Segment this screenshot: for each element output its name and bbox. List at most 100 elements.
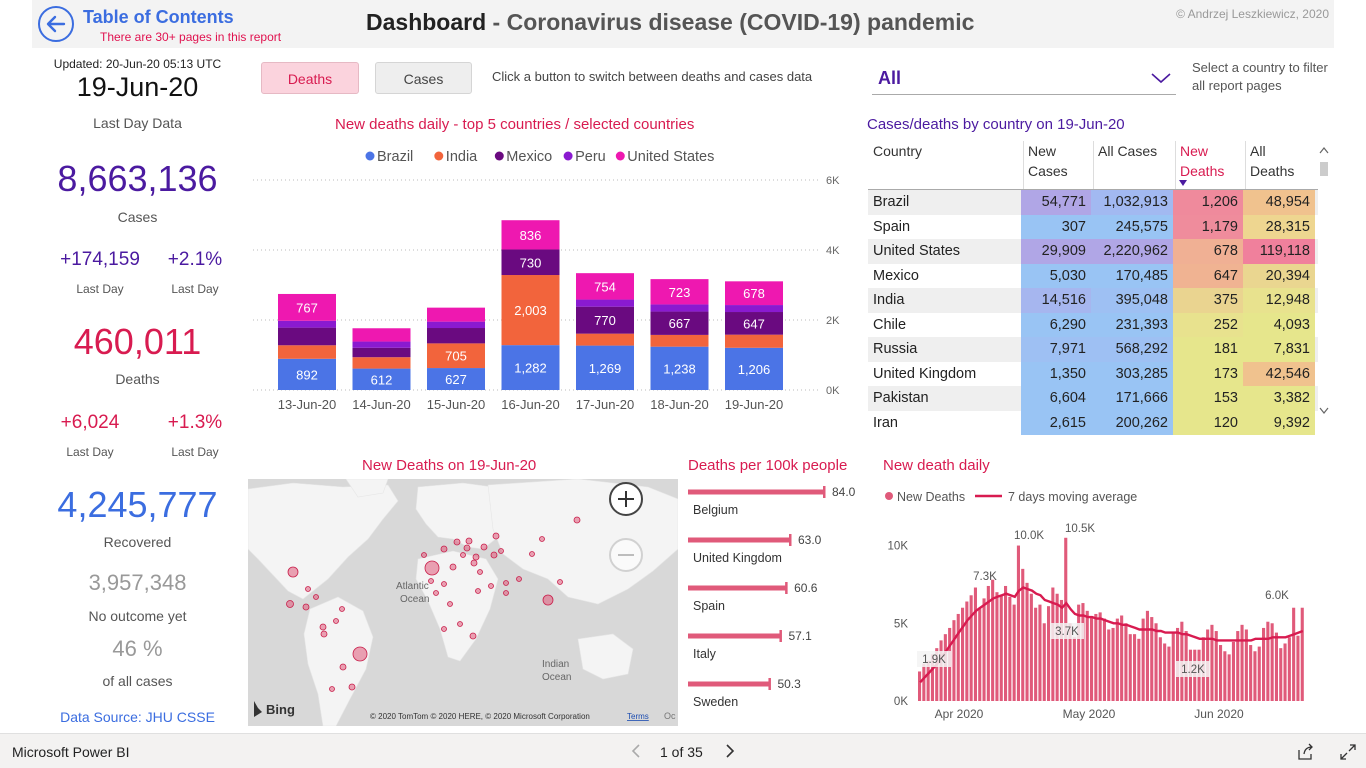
y-tick-label: 6K [826, 175, 840, 187]
share-button[interactable] [1296, 742, 1316, 762]
recovered-value: 4,245,777 [57, 484, 218, 525]
table-header: Country New Cases All Cases New Deaths All Deat… [868, 138, 1318, 190]
map-bubble [470, 559, 478, 567]
table-row[interactable]: Iran 2,615 200,262 120 9,392 [868, 410, 1318, 435]
bar-segment-brazil [501, 345, 560, 390]
map-terms-link[interactable]: Terms [627, 712, 649, 721]
map-bubble [352, 646, 368, 662]
map-bubble [424, 560, 440, 576]
map-bubble [498, 548, 504, 554]
copyright-text: © Andrzej Leszkiewicz, 2020 [1176, 7, 1329, 21]
total-cases-label: Cases [117, 209, 158, 225]
x-tick-label: 19-Jun-20 [725, 397, 784, 412]
table-cell-country: India [873, 292, 905, 308]
world-map[interactable]: Atlantic Ocean Indian Ocean Bing © 2020 … [248, 479, 678, 726]
map-zoom-out-button[interactable] [609, 538, 643, 572]
x-tick-label: 13-Jun-20 [278, 397, 337, 412]
map-title: New Deaths on 19-Jun-20 [362, 457, 537, 474]
table-scroll-thumb[interactable] [1320, 162, 1328, 176]
y-tick-label: 4K [826, 245, 840, 257]
bar-data-label: 836 [520, 228, 542, 243]
y-tick-label: 2K [826, 315, 840, 327]
chevron-right-icon [726, 744, 735, 758]
toc-link[interactable]: Table of Contents [83, 7, 234, 27]
daily-bar [973, 587, 977, 701]
deaths-toggle-button[interactable]: Deaths [261, 62, 359, 94]
table-cell-country: United Kingdom [873, 365, 977, 382]
column-header-new-cases[interactable]: New Cases [1023, 141, 1091, 189]
map-bubble [319, 623, 327, 631]
table-row[interactable]: United States 29,909 2,220,962 678 119,118 [868, 239, 1318, 264]
bar-segment-india [278, 345, 336, 359]
table-cell-all-deaths: 7,831 [1243, 337, 1315, 362]
daily-bar [1158, 637, 1162, 701]
table-cell-all-cases: 2,220,962 [1091, 239, 1173, 264]
daily-bar [995, 592, 999, 701]
y-tick-label: 10K [888, 541, 909, 553]
daily-bar [1072, 637, 1076, 701]
sort-desc-icon [1179, 180, 1187, 186]
daily-bar [1077, 604, 1081, 701]
bar-segment-united-states [576, 273, 634, 300]
daily-bar [1287, 637, 1291, 701]
cases-toggle-button[interactable]: Cases [375, 62, 472, 94]
map-bubble [573, 516, 581, 524]
bar-value-label: 84.0 [832, 485, 856, 499]
table-cell-all-cases: 170,485 [1091, 263, 1173, 288]
table-row[interactable]: Pakistan 6,604 171,666 153 3,382 [868, 386, 1318, 411]
bar-data-label: 1,238 [663, 361, 696, 376]
cases-percent-label: Last Day [171, 282, 219, 296]
map-label-atlantic-2: Ocean [400, 594, 429, 605]
map-zoom-in-button[interactable] [609, 482, 643, 516]
table-cell-new-deaths: 375 [1173, 288, 1243, 313]
map-bubble [320, 630, 328, 638]
x-tick-label: 15-Jun-20 [427, 397, 486, 412]
daily-bar [999, 595, 1003, 701]
bar-segment-brazil [278, 358, 336, 390]
daily-bar [1016, 545, 1020, 701]
last-day-data-label: Last Day Data [93, 115, 182, 131]
table-row[interactable]: Chile 6,290 231,393 252 4,093 [868, 312, 1318, 337]
daily-bar [1008, 596, 1012, 701]
country-filter-select[interactable]: All [872, 61, 1176, 95]
daily-bar [1154, 623, 1158, 701]
data-source-link[interactable]: Data Source: JHU CSSE [60, 709, 215, 725]
table-cell-new-cases: 29,909 [1021, 239, 1091, 264]
map-bubble [433, 590, 439, 596]
table-cell-all-cases: 1,032,913 [1091, 190, 1173, 215]
deaths-last-day-percent: +1.3% [167, 412, 223, 433]
table-row[interactable]: Russia 7,971 568,292 181 7,831 [868, 337, 1318, 362]
table-cell-country: Russia [873, 341, 918, 357]
bar-cap [785, 582, 788, 594]
table-cell-new-deaths: 120 [1173, 410, 1243, 435]
column-header-country[interactable]: Country [873, 143, 923, 159]
table-cell-new-deaths: 173 [1173, 361, 1243, 386]
stacked-chart-title: New deaths daily - top 5 countries / sel… [335, 116, 695, 133]
table-row[interactable]: Spain 307 245,575 1,179 28,315 [868, 214, 1318, 239]
fullscreen-button[interactable] [1338, 742, 1358, 762]
deaths-delta-label: Last Day [66, 445, 114, 459]
map-bubble [421, 552, 427, 558]
bar-category-label: Italy [693, 647, 717, 661]
bar-segment-united-states [427, 307, 485, 322]
annotation-label: 1.9K [922, 654, 946, 666]
map-bubble [557, 579, 563, 585]
scroll-arrows-icon [1319, 147, 1329, 414]
daily-bar [1249, 645, 1253, 701]
table-scrollbar[interactable] [1318, 138, 1330, 426]
column-header-all-cases[interactable]: All Cases [1093, 141, 1173, 189]
bar-data-label: 730 [520, 255, 542, 270]
bar-segment-mexico [352, 347, 411, 358]
table-row[interactable]: Mexico 5,030 170,485 647 20,394 [868, 263, 1318, 288]
next-page-button[interactable] [722, 742, 738, 760]
daily-bar [1231, 641, 1235, 701]
bar-data-label: 2,003 [514, 303, 547, 318]
prev-page-button[interactable] [628, 742, 644, 760]
table-row[interactable]: India 14,516 395,048 375 12,948 [868, 288, 1318, 313]
column-header-new-deaths[interactable]: New Deaths [1175, 141, 1243, 189]
table-row[interactable]: Brazil 54,771 1,032,913 1,206 48,954 [868, 190, 1318, 215]
column-header-all-deaths[interactable]: All Deaths [1245, 141, 1315, 189]
table-row[interactable]: United Kingdom 1,350 303,285 173 42,546 [868, 361, 1318, 386]
back-arrow-button[interactable] [38, 6, 74, 42]
daily-bar [1171, 632, 1175, 701]
